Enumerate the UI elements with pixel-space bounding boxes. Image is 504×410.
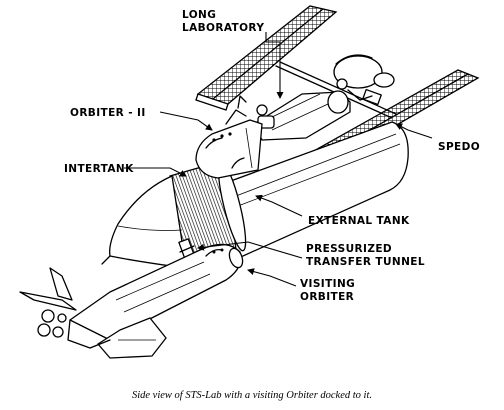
spedo-module <box>333 54 395 106</box>
intertank-label: INTERTANK <box>64 163 134 175</box>
long-laboratory-label-line1: LONG <box>182 9 216 21</box>
orbiter-ii-label: ORBITER - II <box>70 107 146 119</box>
pressurized-tunnel-label-line2: TRANSFER TUNNEL <box>306 256 425 268</box>
figure-caption: Side view of STS-Lab with a visiting Orb… <box>132 390 372 401</box>
upper-solar-array <box>195 5 338 111</box>
external-tank-label: EXTERNAL TANK <box>308 215 410 227</box>
orbiter-ii <box>195 95 263 179</box>
long-laboratory-label-line2: LABORATORY <box>182 22 264 34</box>
long-laboratory <box>253 90 351 141</box>
visiting-orbiter <box>19 243 244 359</box>
pressurized-tunnel-label-line1: PRESSURIZED <box>306 243 392 255</box>
spedo-label: SPEDO <box>438 141 480 153</box>
visiting-orbiter-label-line2: ORBITER <box>300 291 354 303</box>
visiting-orbiter-label-line1: VISITING <box>300 278 355 290</box>
leader-lines <box>124 32 433 287</box>
